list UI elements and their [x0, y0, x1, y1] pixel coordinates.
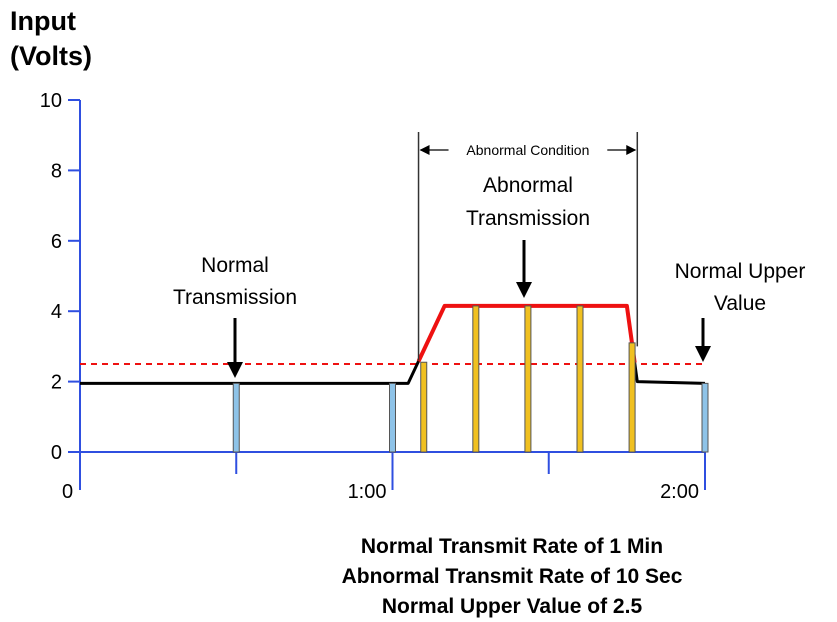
y-tick-label: 6 [51, 231, 62, 253]
y-tick-label: 8 [51, 160, 62, 182]
annotation-arrow-head [516, 282, 532, 298]
abnormal-transmission-bar [524, 305, 532, 453]
abnormal-transmission-bar [576, 305, 584, 453]
annotation-line-2: Transmission [173, 286, 297, 309]
y-tick-label: 2 [51, 372, 62, 394]
abnormal-transmission-bar [420, 361, 428, 453]
caption-line: Normal Upper Value of 2.5 [382, 595, 643, 618]
annotation-arrow-head [227, 362, 243, 378]
bracket-arrow-left-head [419, 145, 430, 155]
x-tick-label: 0 [62, 481, 73, 503]
y-tick-label: 0 [51, 442, 62, 464]
annotation-line-1: Normal [201, 254, 269, 277]
abnormal-signal-segment [416, 303, 637, 363]
normal-transmission-bar [232, 382, 240, 453]
abnormal-transmission-bar [472, 305, 480, 453]
bracket-label: Abnormal Condition [466, 142, 589, 158]
normal-transmission-bar [701, 382, 709, 453]
x-tick-label: 2:00 [660, 481, 699, 503]
normal-transmission-bar [389, 382, 396, 453]
caption-line: Normal Transmit Rate of 1 Min [361, 535, 663, 558]
y-axis-title-line-2: (Volts) [10, 41, 92, 71]
y-tick-label: 4 [51, 301, 62, 323]
y-tick-label: 10 [40, 90, 62, 112]
annotation-line-2: Transmission [466, 207, 590, 230]
bracket-arrow-right-head [626, 145, 637, 155]
annotation-arrow-head [695, 346, 711, 362]
x-tick-label: 1:00 [348, 481, 387, 503]
annotation-line-2: Value [714, 292, 766, 315]
caption-line: Abnormal Transmit Rate of 10 Sec [342, 565, 683, 588]
annotation-line-1: Normal Upper [675, 260, 806, 283]
signal-line [80, 304, 706, 385]
y-axis-title-line-1: Input [10, 6, 76, 36]
annotation-line-1: Abnormal [483, 174, 573, 197]
abnormal-transmission-bar [628, 342, 636, 453]
